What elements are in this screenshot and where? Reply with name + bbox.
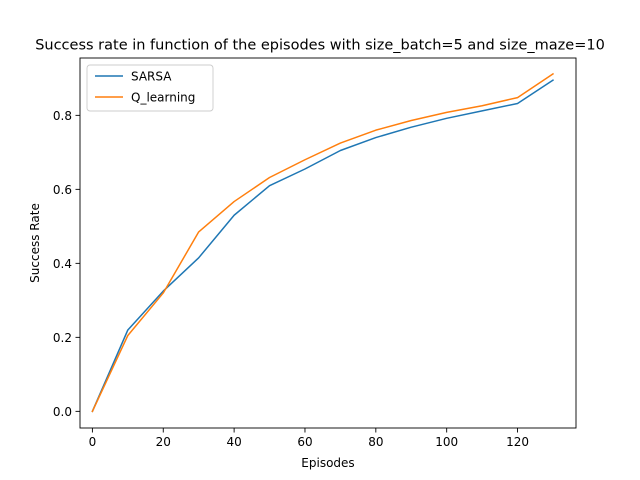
y-tick-label: 0.2 [53, 331, 72, 345]
y-tick-label: 0.4 [53, 257, 72, 271]
x-tick-label: 80 [368, 435, 383, 449]
x-tick-label: 120 [506, 435, 529, 449]
plot-frame [79, 57, 577, 429]
series-lines [91, 72, 555, 413]
y-axis-label: Success Rate [28, 203, 42, 283]
chart-title: Success rate in function of the episodes… [35, 38, 605, 54]
x-tick-label: 0 [89, 435, 97, 449]
legend-label-q-learning: Q_learning [131, 91, 195, 105]
x-axis-label: Episodes [301, 456, 354, 470]
y-tick-label: 0.8 [53, 109, 72, 123]
x-tick-label: 100 [435, 435, 458, 449]
x-tick-label: 20 [156, 435, 171, 449]
x-tick-label: 40 [226, 435, 241, 449]
x-axis: 0 20 40 60 80 100 120 [89, 428, 529, 449]
legend-items: SARSA Q_learning [95, 70, 195, 105]
y-axis: 0.0 0.2 0.4 0.6 0.8 [53, 109, 80, 419]
x-tick-label: 60 [297, 435, 312, 449]
series-line-q-learning [91, 72, 555, 413]
legend-label-sarsa: SARSA [131, 70, 172, 84]
y-tick-label: 0.0 [53, 405, 72, 419]
series-line-sarsa [91, 79, 555, 413]
legend: SARSA Q_learning [86, 64, 214, 112]
y-tick-label: 0.6 [53, 183, 72, 197]
